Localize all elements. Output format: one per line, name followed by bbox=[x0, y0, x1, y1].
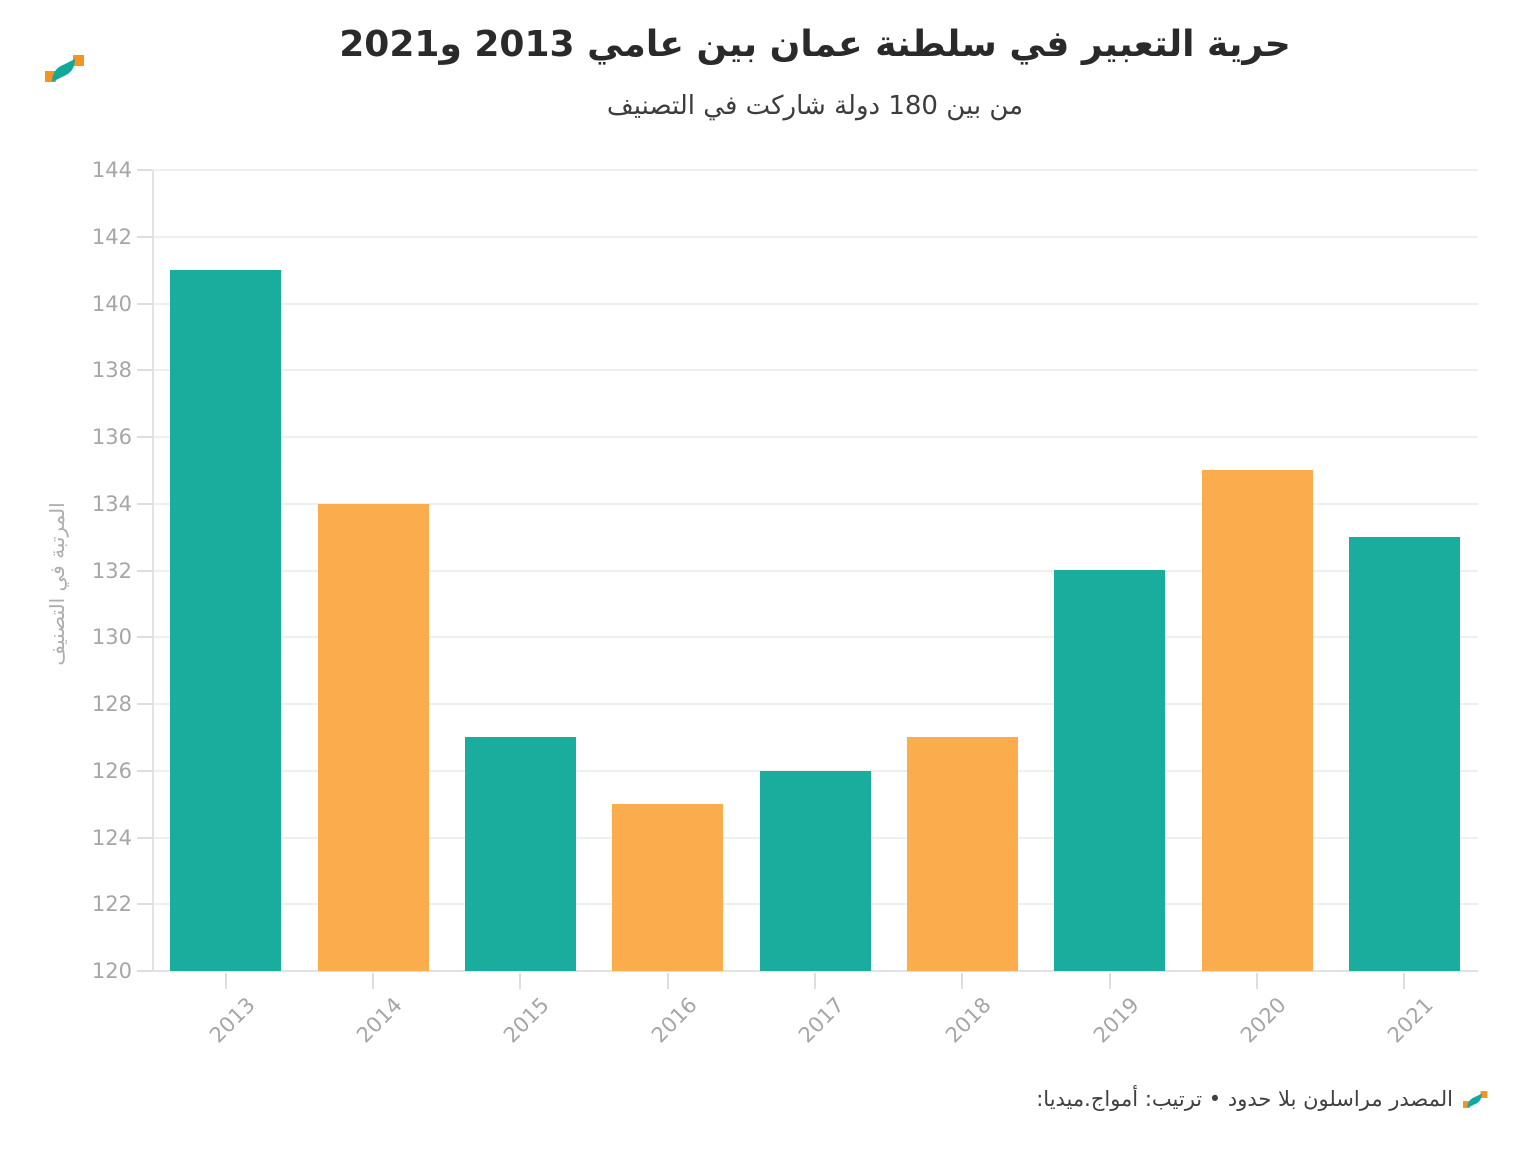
y-axis-tick bbox=[137, 236, 152, 238]
y-axis-tick bbox=[137, 770, 152, 772]
amwaj-media-logo-small-icon bbox=[1463, 1090, 1488, 1108]
y-tick-label: 128 bbox=[91, 692, 132, 716]
y-tick-label: 142 bbox=[91, 225, 132, 249]
bar-2014 bbox=[318, 504, 429, 971]
x-axis-tick bbox=[372, 973, 374, 989]
y-axis-tick bbox=[137, 837, 152, 839]
gridline bbox=[152, 436, 1478, 438]
y-axis-tick bbox=[137, 636, 152, 638]
bar-2016 bbox=[612, 804, 723, 971]
x-tick-label: 2021 bbox=[1382, 992, 1438, 1048]
x-axis-tick bbox=[814, 973, 816, 989]
x-tick-label: 2019 bbox=[1088, 992, 1144, 1048]
y-axis-tick bbox=[137, 503, 152, 505]
gridline bbox=[152, 636, 1478, 638]
gridline bbox=[152, 236, 1478, 238]
x-tick-label: 2014 bbox=[351, 992, 407, 1048]
chart-subtitle: من بين 180 دولة شاركت في التصنيف bbox=[606, 91, 1024, 121]
y-tick-label: 130 bbox=[91, 625, 132, 649]
y-tick-label: 144 bbox=[91, 158, 132, 182]
plot-area bbox=[152, 169, 1478, 972]
gridline bbox=[152, 970, 1478, 972]
gridline bbox=[152, 169, 1478, 171]
x-axis-tick bbox=[667, 973, 669, 989]
x-axis-tick bbox=[961, 973, 963, 989]
bar-2013 bbox=[170, 270, 281, 971]
y-tick-label: 124 bbox=[91, 826, 132, 850]
x-axis-tick bbox=[519, 973, 521, 989]
y-tick-label: 126 bbox=[91, 759, 132, 783]
x-tick-label: 2020 bbox=[1235, 992, 1291, 1048]
x-axis-tick bbox=[225, 973, 227, 989]
y-tick-label: 134 bbox=[91, 492, 132, 516]
y-tick-label: 138 bbox=[91, 358, 132, 382]
bar-2017 bbox=[760, 771, 871, 971]
chart-title: حرية التعبير في سلطنة عمان بين عامي 2013… bbox=[339, 24, 1291, 65]
x-axis-tick bbox=[1256, 973, 1258, 989]
source-text: المصدر مراسلون بلا حدود • ترتيب: أمواج.م… bbox=[1036, 1087, 1453, 1111]
bar-2021 bbox=[1349, 537, 1460, 971]
amwaj-media-logo-icon bbox=[45, 55, 84, 82]
y-tick-label: 136 bbox=[91, 425, 132, 449]
source-row: المصدر مراسلون بلا حدود • ترتيب: أمواج.م… bbox=[1036, 1084, 1488, 1114]
bar-2020 bbox=[1202, 470, 1313, 971]
y-axis-tick bbox=[137, 570, 152, 572]
y-axis-tick bbox=[137, 169, 152, 171]
gridline bbox=[152, 369, 1478, 371]
y-axis-tick bbox=[137, 903, 152, 905]
y-tick-label: 140 bbox=[91, 292, 132, 316]
y-axis-tick bbox=[137, 369, 152, 371]
x-axis-tick bbox=[1109, 973, 1111, 989]
x-tick-label: 2016 bbox=[646, 992, 702, 1048]
x-tick-label: 2018 bbox=[940, 992, 996, 1048]
y-axis-tick bbox=[137, 703, 152, 705]
gridline bbox=[152, 303, 1478, 305]
y-axis-line bbox=[152, 170, 154, 971]
x-tick-label: 2013 bbox=[204, 992, 260, 1048]
x-tick-label: 2017 bbox=[793, 992, 849, 1048]
y-tick-label: 120 bbox=[91, 959, 132, 983]
y-axis-tick bbox=[137, 970, 152, 972]
bar-2015 bbox=[465, 737, 576, 971]
x-tick-label: 2015 bbox=[498, 992, 554, 1048]
x-axis-tick bbox=[1403, 973, 1405, 989]
y-axis-tick bbox=[137, 303, 152, 305]
y-tick-label: 122 bbox=[91, 892, 132, 916]
gridline bbox=[152, 570, 1478, 572]
gridline bbox=[152, 503, 1478, 505]
bar-2019 bbox=[1054, 570, 1165, 971]
y-tick-label: 132 bbox=[91, 559, 132, 583]
bar-2018 bbox=[907, 737, 1018, 971]
gridline bbox=[152, 703, 1478, 705]
y-axis-tick bbox=[137, 436, 152, 438]
